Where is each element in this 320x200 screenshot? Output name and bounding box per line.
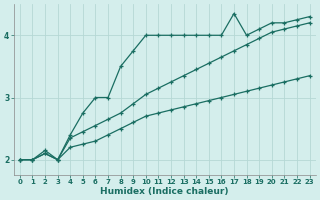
X-axis label: Humidex (Indice chaleur): Humidex (Indice chaleur) <box>100 187 229 196</box>
